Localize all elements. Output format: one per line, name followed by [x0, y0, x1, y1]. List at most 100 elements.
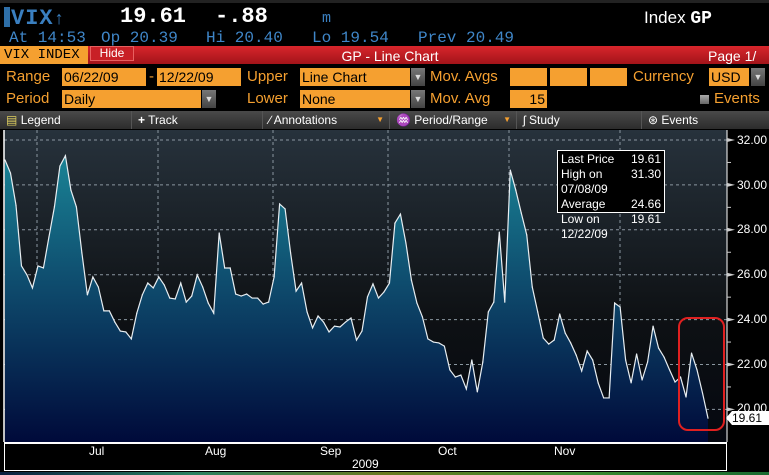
data-point [48, 236, 50, 238]
legend-label: Legend [20, 113, 61, 127]
data-point [388, 282, 391, 284]
data-point [372, 283, 374, 285]
index-label: Index [644, 8, 686, 27]
data-point [701, 392, 704, 394]
legend-row-last: Last Price 19.61 [561, 152, 661, 167]
chart-function-title: GP - Line Chart [341, 48, 439, 64]
function-code: GP [690, 9, 712, 29]
data-point [663, 356, 665, 358]
events-button[interactable]: ⊛ Events [641, 111, 769, 129]
data-point [449, 369, 451, 371]
data-point [592, 359, 594, 361]
data-point [136, 312, 138, 314]
chevron-down-icon[interactable]: ▼ [411, 68, 425, 86]
data-point [339, 326, 341, 328]
data-point [377, 297, 380, 299]
y-tick-label: 32.00 [737, 133, 768, 147]
study-curve-icon: ʃ [523, 113, 526, 127]
data-point [344, 321, 347, 323]
data-point [42, 267, 45, 269]
data-point [333, 325, 336, 327]
currency-label: Currency [633, 68, 694, 85]
quote-high: Hi 20.40 [206, 29, 283, 47]
x-tick-label: Aug [205, 444, 227, 458]
range-start-input[interactable]: 06/22/09 [62, 68, 146, 86]
legend-label: Last Price [561, 152, 615, 166]
y-major-tick [727, 407, 735, 412]
data-point [218, 232, 220, 234]
data-point [103, 310, 105, 312]
data-point [657, 347, 660, 349]
data-point [284, 208, 286, 210]
period-range-icon: ♒ [396, 113, 411, 127]
data-point [575, 354, 577, 356]
quote-low: Lo 19.54 [312, 29, 389, 47]
upper-select[interactable]: Line Chart [300, 68, 410, 86]
y-tick-label: 30.00 [737, 178, 768, 192]
data-point [443, 345, 445, 347]
data-point [668, 369, 671, 371]
data-point [350, 317, 352, 319]
events-checkbox[interactable] [700, 95, 709, 104]
data-point [92, 276, 94, 278]
lower-select[interactable]: None [300, 90, 410, 108]
highlight-box [678, 317, 725, 431]
cursor-block [4, 7, 10, 27]
legend-value: 31.30 [630, 167, 661, 181]
y-major-tick [727, 138, 735, 142]
data-points [4, 155, 709, 419]
mov-avg-period-input[interactable]: 15 [510, 90, 547, 108]
data-point [597, 382, 599, 384]
y-major-tick [727, 227, 735, 232]
plus-icon: + [138, 113, 146, 127]
data-point [619, 306, 621, 308]
data-point [416, 302, 418, 304]
last-price-tag: 19.61 [726, 411, 769, 425]
data-point [158, 276, 160, 278]
y-axis-ticks [727, 138, 735, 412]
data-point [531, 286, 533, 288]
currency-select[interactable]: USD [709, 68, 749, 86]
data-point [509, 169, 511, 171]
data-point [652, 325, 654, 327]
chevron-down-icon[interactable]: ▼ [751, 68, 765, 86]
data-point [180, 282, 182, 284]
annotations-button[interactable]: ∕ Annotations ▼ [262, 111, 388, 129]
mov-avg-input-2[interactable] [550, 68, 587, 86]
data-point [191, 295, 193, 297]
chevron-down-icon[interactable]: ▼ [411, 90, 425, 108]
data-point [279, 203, 281, 205]
chart-toolbar [0, 111, 769, 129]
net-change: -.88 [215, 4, 268, 29]
x-year-label: 2009 [352, 457, 379, 471]
x-tick-label: Nov [554, 444, 576, 458]
data-point [641, 379, 643, 381]
track-button[interactable]: + Track [131, 111, 261, 129]
data-point [548, 343, 550, 345]
hide-button[interactable]: Hide [90, 46, 134, 61]
data-point [240, 295, 242, 297]
data-point [9, 172, 12, 174]
study-button[interactable]: ʃ Study [516, 111, 640, 129]
events-toolbar-label: Events [661, 113, 699, 127]
data-point [608, 397, 610, 399]
data-point [355, 339, 358, 341]
data-point [26, 274, 28, 276]
data-point [108, 310, 110, 312]
data-point [322, 321, 325, 323]
period-select[interactable]: Daily [62, 90, 201, 108]
mov-avg-input-3[interactable] [590, 68, 627, 86]
y-tick-label: 28.00 [737, 222, 768, 236]
data-point [707, 417, 709, 419]
data-point [306, 311, 308, 313]
legend-button[interactable]: ▤ Legend [0, 111, 130, 129]
range-end-input[interactable]: 12/22/09 [157, 68, 241, 86]
data-point [246, 293, 248, 295]
chevron-down-icon[interactable]: ▼ [202, 90, 216, 108]
y-major-tick [727, 182, 735, 187]
mov-avg-input-1[interactable] [510, 68, 547, 86]
page-indicator: Page 1/ [708, 48, 757, 64]
period-range-button[interactable]: ♒ Period/Range ▼ [389, 111, 515, 129]
data-point [361, 330, 363, 332]
data-point [75, 206, 77, 208]
